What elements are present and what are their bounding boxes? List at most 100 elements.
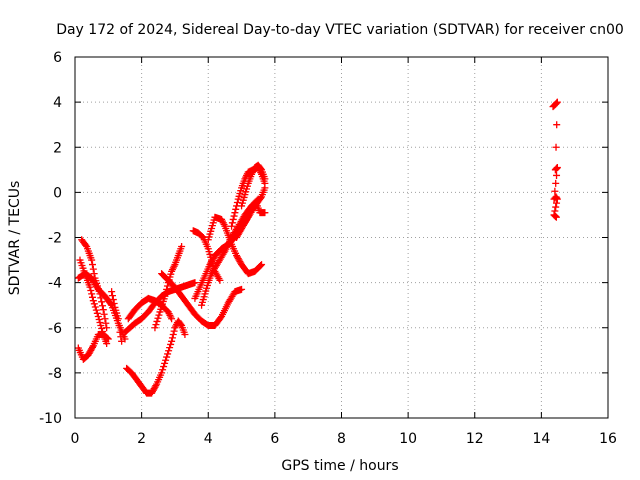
data-point — [87, 346, 95, 354]
data-point — [103, 324, 111, 332]
data-point — [258, 261, 266, 269]
data-point — [261, 175, 269, 183]
data-point — [161, 292, 169, 300]
x-axis-label: GPS time / hours — [281, 458, 398, 474]
data-points — [74, 98, 561, 397]
data-point — [552, 179, 560, 187]
x-tick-label: 16 — [599, 431, 617, 447]
data-point — [178, 243, 186, 251]
data-point — [239, 221, 247, 229]
plot-frame — [74, 56, 609, 419]
data-point — [154, 314, 162, 322]
data-point — [170, 327, 178, 335]
data-point — [103, 340, 111, 348]
data-point — [88, 256, 96, 264]
data-point — [232, 205, 240, 213]
data-point — [238, 223, 246, 231]
series-arc-14 — [204, 213, 266, 278]
data-point — [85, 349, 93, 357]
y-tick-labels: -10 -8 -6 -4 -2 0 2 4 6 — [39, 50, 62, 427]
data-point — [103, 334, 111, 342]
data-point — [552, 143, 560, 151]
data-point — [236, 227, 244, 235]
y-tick-label: -6 — [48, 321, 62, 337]
data-point — [177, 320, 185, 328]
data-point — [230, 212, 238, 220]
data-point — [553, 121, 561, 129]
data-point — [151, 324, 159, 332]
data-point — [166, 344, 174, 352]
data-point — [162, 356, 170, 364]
data-point — [553, 171, 561, 179]
data-point — [159, 366, 167, 374]
data-point — [553, 195, 561, 203]
data-point — [208, 256, 216, 264]
series-arc-4 — [74, 331, 112, 363]
x-tick-labels: 0 2 4 6 8 10 12 14 16 — [71, 431, 617, 447]
data-point — [233, 234, 241, 241]
data-point — [238, 285, 246, 293]
data-point — [233, 232, 241, 240]
x-tick-label: 8 — [337, 431, 346, 447]
data-point — [115, 321, 123, 329]
y-axis-label: SDTVAR / TECUs — [7, 181, 23, 296]
data-point — [163, 282, 171, 290]
data-point — [89, 265, 97, 273]
data-point — [160, 363, 168, 371]
data-point — [108, 292, 116, 300]
data-point — [552, 203, 560, 211]
y-tick-label: 0 — [53, 185, 62, 201]
data-point — [151, 383, 159, 391]
data-point — [228, 219, 236, 227]
data-point — [117, 333, 125, 341]
data-point — [95, 315, 103, 323]
x-tick-label: 4 — [204, 431, 213, 447]
data-point — [99, 306, 107, 314]
data-point — [82, 241, 90, 249]
data-point — [161, 359, 169, 367]
data-point — [90, 270, 98, 278]
data-point — [88, 261, 96, 269]
data-point — [165, 347, 173, 355]
data-point — [261, 209, 269, 217]
y-tick-label: 6 — [53, 50, 62, 66]
data-point — [98, 325, 106, 333]
data-point — [164, 350, 172, 358]
series-arc-10 — [158, 270, 246, 329]
data-point — [86, 283, 94, 291]
data-point — [257, 165, 265, 173]
data-point — [238, 224, 246, 232]
grid — [75, 57, 608, 418]
data-point — [191, 279, 199, 287]
data-point — [552, 212, 560, 220]
data-point — [240, 220, 248, 228]
data-point — [216, 276, 224, 284]
data-point — [153, 317, 161, 325]
data-point — [88, 345, 96, 353]
data-point — [108, 288, 116, 296]
data-point — [163, 353, 171, 361]
data-point — [233, 252, 241, 260]
series-arc-16 — [238, 161, 269, 210]
data-point — [163, 285, 171, 293]
series-arc-6 — [123, 317, 189, 397]
data-point — [168, 337, 176, 345]
x-tick-label: 14 — [532, 431, 550, 447]
data-point — [109, 296, 117, 304]
data-point — [235, 256, 243, 264]
data-point — [169, 331, 177, 339]
data-point — [206, 261, 214, 269]
data-point — [551, 212, 559, 220]
y-tick-label: -2 — [48, 231, 62, 247]
x-tick-label: 10 — [399, 431, 417, 447]
data-point — [552, 213, 560, 221]
data-point — [553, 164, 561, 172]
data-point — [98, 302, 106, 310]
data-point — [93, 309, 101, 317]
data-point — [114, 315, 122, 323]
data-point — [257, 262, 265, 270]
data-point — [553, 99, 561, 107]
data-point — [208, 258, 216, 266]
data-point — [110, 299, 118, 307]
